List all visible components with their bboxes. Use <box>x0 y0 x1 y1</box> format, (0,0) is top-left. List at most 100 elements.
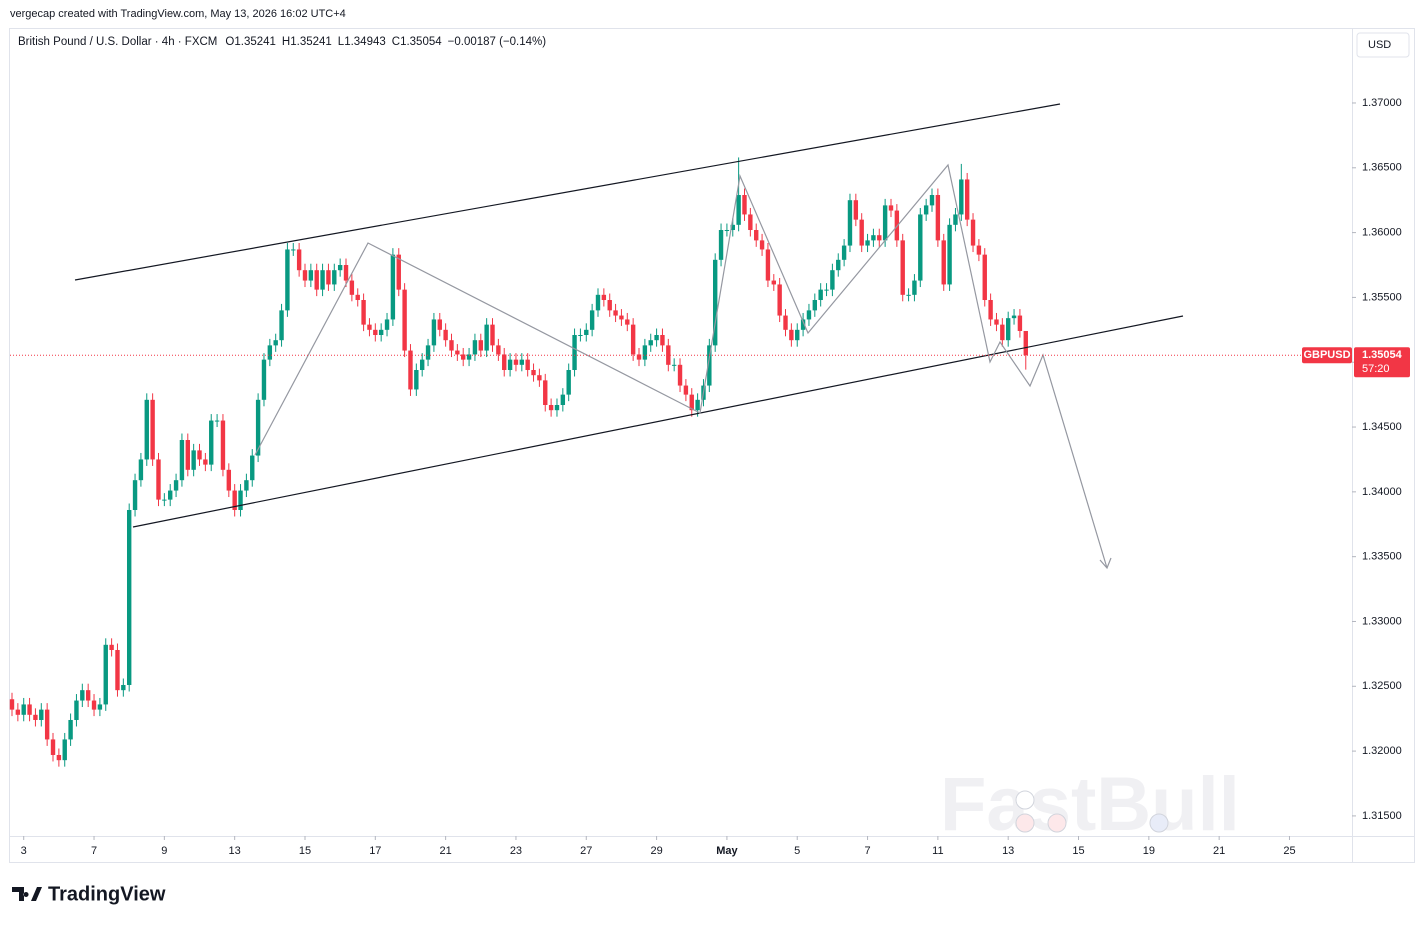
event-icon[interactable] <box>1015 813 1035 833</box>
candle-body <box>900 240 905 295</box>
candle-body <box>279 310 284 341</box>
candle-body <box>841 245 847 260</box>
candle-body <box>871 235 876 241</box>
candle-body <box>707 345 712 386</box>
candle-body <box>695 399 700 411</box>
x-tick-label: 17 <box>369 845 381 857</box>
ohlc-value: L1.34943 <box>338 36 386 48</box>
candle-body <box>754 230 759 241</box>
drawings <box>74 103 1184 570</box>
candle-body <box>138 459 144 481</box>
x-tick-label: 13 <box>1002 845 1014 857</box>
price-tag-label: 1.35054 <box>1362 349 1403 361</box>
x-tick-label: 5 <box>794 845 800 857</box>
candle-body <box>33 714 38 720</box>
candle-body <box>490 324 495 346</box>
x-tick-label: 27 <box>580 845 592 857</box>
candle-body <box>806 310 812 320</box>
ohlc-value: C1.35054 <box>392 36 442 48</box>
candle-body <box>666 345 671 365</box>
candle-body <box>437 319 442 330</box>
candle-body <box>115 649 120 691</box>
candle-body <box>1023 330 1028 356</box>
currency-label[interactable]: USD <box>1368 39 1391 51</box>
candle-body <box>390 254 396 320</box>
candle-body <box>419 359 425 371</box>
candle-body <box>970 219 976 246</box>
candle-body <box>613 310 618 316</box>
candle-body <box>244 480 249 491</box>
candle-body <box>425 345 431 360</box>
candle-body <box>836 259 841 271</box>
x-tick-label: 7 <box>91 845 97 857</box>
candle-body <box>132 480 138 510</box>
x-tick-label: May <box>716 845 738 857</box>
candle-body <box>912 280 917 295</box>
candle-body <box>560 394 566 406</box>
candle-body <box>431 319 437 346</box>
candle-body <box>923 205 929 215</box>
candle-body <box>824 289 829 291</box>
candle-body <box>384 319 390 330</box>
candle-body <box>994 319 999 325</box>
candle-body <box>648 340 653 346</box>
candle-body <box>296 249 302 271</box>
x-tick-label: 13 <box>229 845 241 857</box>
candle-body <box>929 195 935 206</box>
candle-body <box>250 455 255 481</box>
x-tick-label: 15 <box>299 845 311 857</box>
candle-body <box>121 684 126 691</box>
candle-body <box>232 490 237 510</box>
candle-body <box>68 719 73 740</box>
x-tick-label: 3 <box>21 845 27 857</box>
candle-body <box>595 294 601 311</box>
candle-body <box>472 340 478 355</box>
candle-body <box>367 324 372 330</box>
symbol-tag <box>1302 347 1352 364</box>
candle-body <box>795 329 800 341</box>
candle-body <box>830 270 835 290</box>
candle-body <box>1011 315 1017 319</box>
frame <box>9 28 1415 863</box>
candle-body <box>671 364 677 366</box>
candle-body <box>455 350 460 355</box>
x-tick-label: 15 <box>1072 845 1084 857</box>
candle-body <box>15 709 21 715</box>
candle-body <box>326 270 331 285</box>
candle-body <box>548 405 554 411</box>
candle-body <box>988 300 993 320</box>
wave-path <box>254 163 1108 569</box>
x-tick-label: 9 <box>161 845 167 857</box>
candle-body <box>724 230 730 232</box>
countdown-label: 57:20 <box>1362 363 1390 375</box>
y-tick-label: 1.32000 <box>1362 745 1402 757</box>
channel-lower <box>132 315 1184 528</box>
candle-body <box>507 359 513 371</box>
candle-body <box>865 240 870 246</box>
candle-body <box>953 214 958 225</box>
candle-body <box>736 195 741 225</box>
candle-body <box>1005 318 1011 341</box>
event-icon[interactable] <box>1015 790 1035 810</box>
currency-button[interactable] <box>1356 32 1410 58</box>
candle-body <box>964 179 970 220</box>
y-tick-label: 1.34500 <box>1362 421 1402 433</box>
candle-body <box>39 709 44 720</box>
candles <box>9 157 1028 767</box>
candle-body <box>226 469 232 491</box>
candle-body <box>238 490 243 510</box>
candle-body <box>44 709 50 740</box>
price-tag <box>1354 347 1410 378</box>
event-icon[interactable] <box>1047 813 1067 833</box>
event-icon[interactable] <box>1149 813 1169 833</box>
candle-body <box>847 200 853 246</box>
candle-body <box>566 370 571 395</box>
candle-body <box>162 499 167 501</box>
attribution: vergecap created with TradingView.com, M… <box>10 8 346 20</box>
brand-name: TradingView <box>48 883 166 905</box>
candle-body <box>625 319 630 325</box>
candle-body <box>683 385 689 395</box>
x-tick-label: 19 <box>1143 845 1155 857</box>
y-tick-label: 1.32500 <box>1362 680 1402 692</box>
